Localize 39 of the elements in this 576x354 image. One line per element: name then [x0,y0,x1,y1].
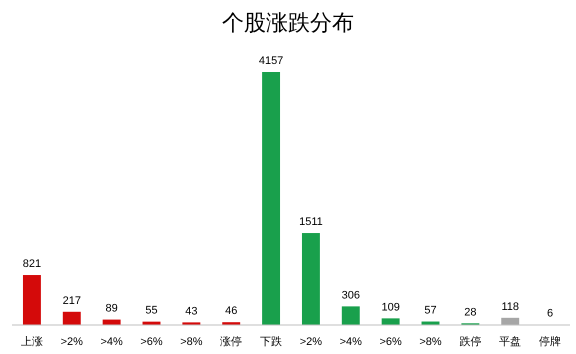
data-label: 4157 [258,55,284,67]
x-tick-label: >4% [100,336,124,348]
chart-title: 个股涨跌分布 [222,11,354,36]
data-label: 109 [381,301,400,314]
x-tick-label: 上涨 [20,335,43,348]
x-tick-label: 跌停 [459,336,482,348]
x-tick-label: >2% [300,336,322,348]
bar [262,72,280,325]
data-label: 306 [342,289,360,302]
data-label: 89 [106,302,118,315]
x-tick-label: 涨停 [220,336,242,348]
bar [501,318,520,325]
x-tick-label: >4% [340,336,362,348]
bar [62,312,81,325]
x-tick-label: >8% [180,336,203,348]
data-label: 1511 [299,216,323,228]
data-label: 28 [464,306,476,318]
bar [382,318,400,325]
bar [302,233,320,325]
x-tick-label: 平盘 [499,336,522,348]
x-tick-label: >6% [379,336,402,348]
x-tick-label: >2% [60,336,84,348]
data-label: 118 [501,300,519,313]
bar [22,275,41,325]
data-label: 57 [424,304,437,317]
data-label: 6 [547,308,554,320]
x-tick-label: >6% [140,336,163,348]
data-label: 46 [225,305,238,318]
data-label: 55 [145,304,158,317]
data-label: 217 [62,294,81,307]
bar [142,322,160,325]
bar [342,306,360,325]
x-tick-label: >8% [419,336,442,348]
x-tick-label: 下跌 [260,336,282,348]
bar [222,322,240,325]
bar [102,320,121,325]
data-label: 43 [185,305,198,318]
data-label: 821 [22,258,42,270]
x-tick-label: 停牌 [539,336,562,348]
